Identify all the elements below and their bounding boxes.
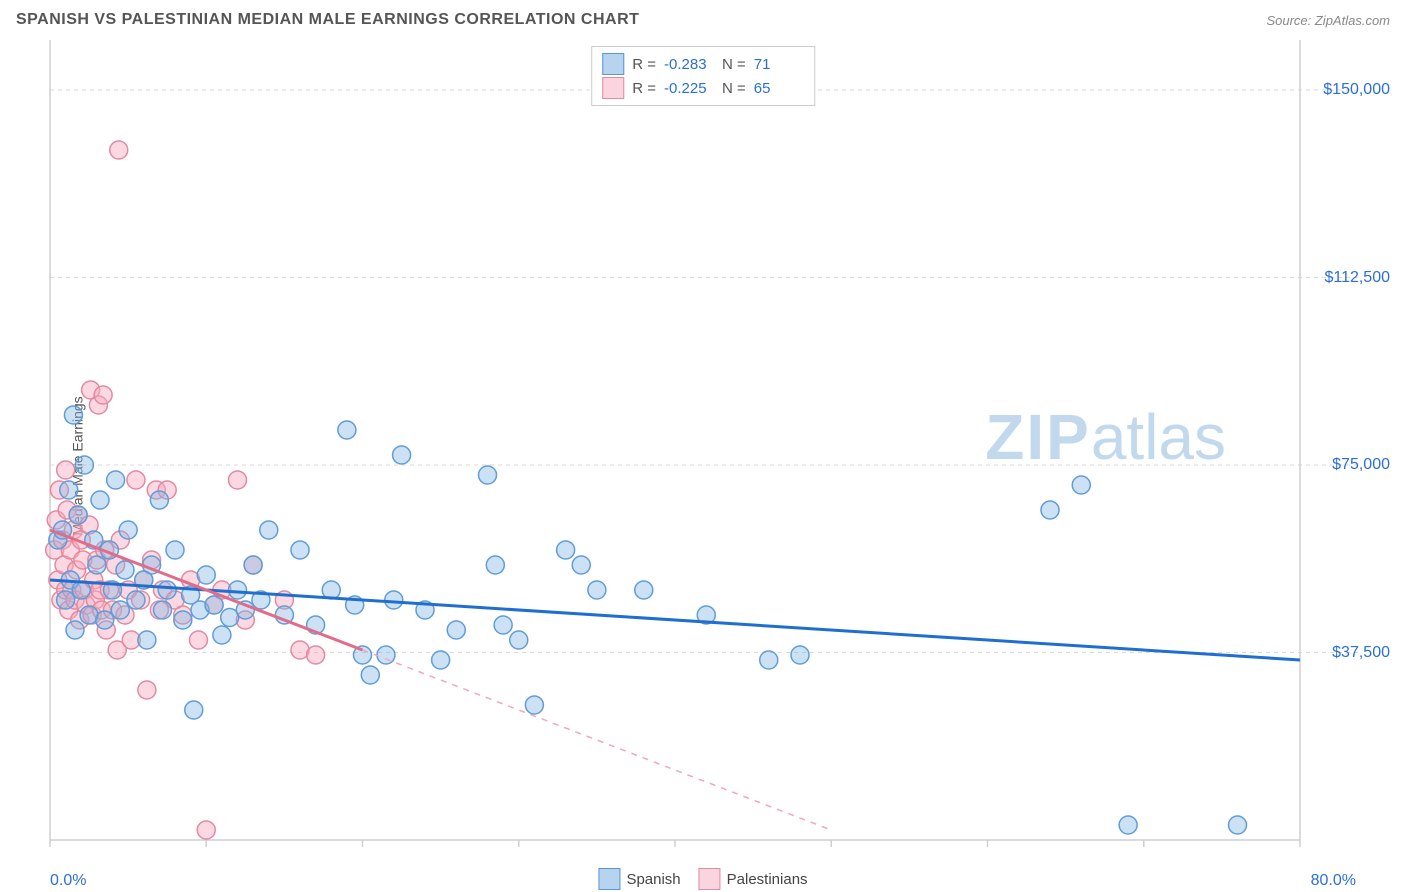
source-label: Source: ZipAtlas.com bbox=[1266, 13, 1390, 28]
legend-item-palestinians: Palestinians bbox=[699, 868, 808, 890]
x-max-label: 80.0% bbox=[1311, 872, 1356, 890]
stats-row-palestinian: R = -0.225 N = 65 bbox=[602, 77, 804, 99]
r-label: R = bbox=[632, 56, 656, 73]
y-tick-label: $37,500 bbox=[1332, 644, 1390, 662]
n-value-spanish: 71 bbox=[754, 56, 804, 73]
plot-container: Median Male Earnings ZIPatlas R = -0.283… bbox=[0, 40, 1406, 892]
stats-row-spanish: R = -0.283 N = 71 bbox=[602, 53, 804, 75]
r-value-spanish: -0.283 bbox=[664, 56, 714, 73]
legend-item-spanish: Spanish bbox=[598, 868, 680, 890]
scatter-chart bbox=[0, 40, 1406, 892]
y-tick-label: $75,000 bbox=[1332, 456, 1390, 474]
legend-label-spanish: Spanish bbox=[626, 871, 680, 888]
stats-legend: R = -0.283 N = 71 R = -0.225 N = 65 bbox=[591, 46, 815, 106]
swatch-blue bbox=[598, 868, 620, 890]
n-label: N = bbox=[722, 80, 746, 97]
legend-label-palestinians: Palestinians bbox=[727, 871, 808, 888]
swatch-blue bbox=[602, 53, 624, 75]
swatch-pink bbox=[699, 868, 721, 890]
x-min-label: 0.0% bbox=[50, 872, 86, 890]
n-label: N = bbox=[722, 56, 746, 73]
r-value-palestinian: -0.225 bbox=[664, 80, 714, 97]
y-tick-label: $150,000 bbox=[1323, 81, 1390, 99]
r-label: R = bbox=[632, 80, 656, 97]
n-value-palestinian: 65 bbox=[754, 80, 804, 97]
y-tick-label: $112,500 bbox=[1324, 269, 1390, 287]
series-legend: Spanish Palestinians bbox=[598, 868, 807, 890]
header: SPANISH VS PALESTINIAN MEDIAN MALE EARNI… bbox=[0, 0, 1406, 40]
swatch-pink bbox=[602, 77, 624, 99]
chart-title: SPANISH VS PALESTINIAN MEDIAN MALE EARNI… bbox=[16, 11, 639, 29]
